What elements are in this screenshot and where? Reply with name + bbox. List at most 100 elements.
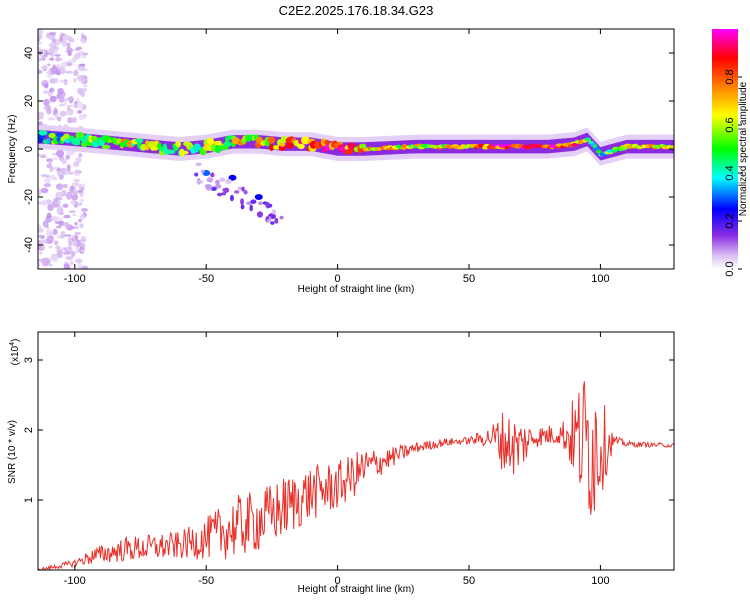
noise-speckle xyxy=(38,56,42,62)
noise-speckle xyxy=(72,189,78,195)
noise-speckle xyxy=(62,34,71,40)
noise-speckle xyxy=(73,179,81,182)
noise-speckle xyxy=(56,55,60,62)
noise-speckle xyxy=(82,84,88,88)
x-tick-label: 50 xyxy=(463,575,475,587)
noise-speckle xyxy=(38,47,42,51)
branch-speckle xyxy=(274,217,279,224)
branch-speckle xyxy=(241,186,245,192)
noise-speckle xyxy=(78,152,83,158)
noise-speckle xyxy=(70,116,78,123)
noise-speckle xyxy=(56,93,61,100)
noise-speckle xyxy=(38,262,41,267)
noise-speckle xyxy=(51,38,57,43)
noise-speckle xyxy=(80,38,87,44)
branch-speckle xyxy=(256,211,264,218)
ridge-blob xyxy=(63,133,70,140)
ridge-blob xyxy=(214,145,222,154)
ridge-blob xyxy=(571,142,579,147)
noise-speckle xyxy=(38,234,46,239)
noise-speckle xyxy=(73,69,79,77)
noise-speckle xyxy=(52,157,59,160)
snr-background xyxy=(38,332,674,570)
noise-speckle xyxy=(48,47,56,54)
noise-speckle xyxy=(66,48,74,53)
noise-speckle xyxy=(79,202,83,205)
noise-speckle xyxy=(69,186,73,194)
colorbar-tick-label: 0.8 xyxy=(724,69,736,84)
branch-speckle xyxy=(194,172,199,177)
ridge-blob xyxy=(375,147,383,151)
noise-speckle xyxy=(50,66,59,75)
ridge-blob xyxy=(151,145,159,151)
noise-speckle xyxy=(51,153,58,156)
snr-frame xyxy=(37,331,675,571)
figure-title: C2E2.2025.176.18.34.G23 xyxy=(279,3,434,18)
noise-speckle xyxy=(74,52,81,60)
noise-speckle xyxy=(71,250,76,257)
noise-speckle xyxy=(41,65,48,70)
noise-speckle xyxy=(47,63,51,66)
noise-speckle xyxy=(48,158,52,167)
noise-speckle xyxy=(81,55,87,59)
branch-speckle xyxy=(237,186,243,191)
x-tick-label: -100 xyxy=(64,273,86,285)
noise-speckle xyxy=(59,79,65,83)
branch-speckle xyxy=(266,219,272,223)
noise-speckle xyxy=(66,61,72,67)
ridge-blob xyxy=(670,145,674,149)
branch-speckle xyxy=(225,178,232,185)
noise-speckle xyxy=(43,183,52,188)
noise-speckle xyxy=(48,57,55,61)
x-tick-label: 100 xyxy=(591,575,609,587)
spectrogram-x-label: Height of straight line (km) xyxy=(298,284,415,295)
ridge-blob xyxy=(166,149,176,155)
noise-speckle xyxy=(78,63,86,67)
noise-speckle xyxy=(48,42,57,48)
ridge-blob xyxy=(216,140,222,146)
noise-speckle xyxy=(50,216,59,222)
ridge-inner-band xyxy=(38,130,674,161)
ridge-blob xyxy=(180,150,189,155)
noise-speckle xyxy=(41,54,47,58)
colorbar-label: Normalized spectral amplitude xyxy=(738,81,749,216)
snr-series-line xyxy=(38,381,674,570)
snr-y-label: SNR (10 * v/v) xyxy=(7,420,18,484)
noise-speckle xyxy=(79,223,84,229)
noise-speckle xyxy=(65,256,73,261)
branch-speckle xyxy=(279,215,284,220)
noise-speckle xyxy=(53,240,59,246)
noise-speckle xyxy=(40,155,47,158)
noise-speckle xyxy=(74,221,78,226)
ridge-blob xyxy=(46,138,51,144)
branch-speckle xyxy=(196,179,204,184)
noise-speckle xyxy=(79,214,86,220)
branch-speckle xyxy=(219,177,226,182)
colorbar-tick-label: 0.4 xyxy=(724,165,736,180)
noise-speckle xyxy=(56,225,62,229)
noise-speckle xyxy=(64,234,72,237)
branch-blob xyxy=(254,194,263,200)
noise-speckle xyxy=(52,77,59,84)
ridge-blob xyxy=(534,144,540,148)
ridge-blob xyxy=(645,144,651,149)
snr-y-ticks: 1 2 3 xyxy=(23,357,674,503)
noise-speckle xyxy=(54,54,61,57)
noise-speckle xyxy=(68,104,74,108)
noise-speckle xyxy=(68,39,76,43)
noise-speckle xyxy=(44,178,52,183)
noise-speckle xyxy=(57,205,63,214)
x-tick-label: -50 xyxy=(198,575,214,587)
colorbar-tick-label: 0.6 xyxy=(724,117,736,132)
ridge-blob xyxy=(38,130,48,136)
noise-speckle xyxy=(38,188,42,196)
y-tick-label: 20 xyxy=(23,95,35,107)
ridge-blob xyxy=(584,137,591,142)
noise-speckle xyxy=(38,154,41,157)
x-tick-label: 0 xyxy=(335,273,341,285)
noise-speckle xyxy=(41,57,46,61)
noise-speckle xyxy=(71,193,79,201)
x-tick-label: -50 xyxy=(198,273,214,285)
noise-speckle xyxy=(57,217,64,220)
